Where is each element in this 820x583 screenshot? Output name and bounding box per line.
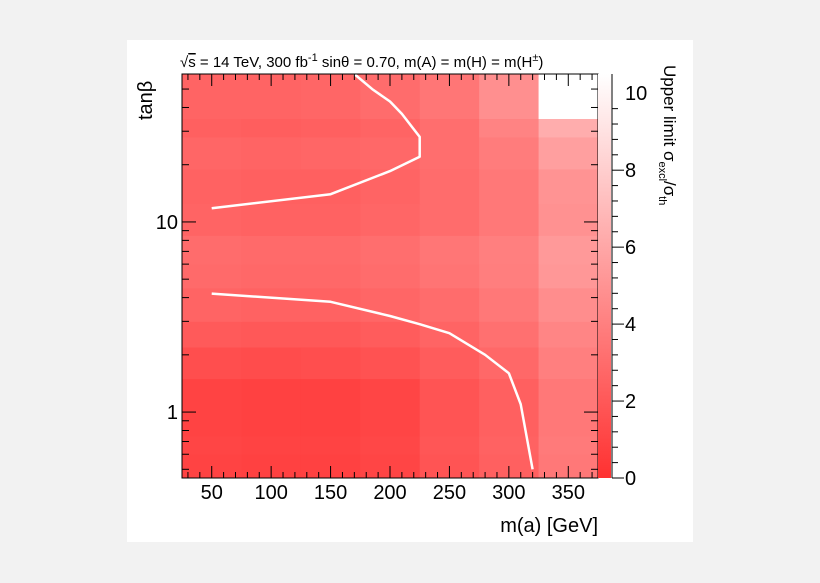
heatmap-cell — [300, 136, 361, 170]
heatmap-cell — [182, 321, 242, 348]
heatmap-cell — [300, 264, 361, 289]
heatmap-cell — [300, 118, 361, 138]
x-tick-label: 250 — [433, 482, 466, 504]
heatmap-cell — [360, 203, 421, 236]
heatmap-cell — [419, 168, 480, 205]
heatmap-cell — [360, 378, 421, 437]
heatmap-cell — [182, 346, 242, 380]
y-tick-label: 1 — [167, 402, 178, 424]
colorbar — [598, 74, 611, 478]
heatmap-cell — [419, 346, 480, 380]
heatmap-cell — [479, 203, 540, 236]
heatmap-cell — [182, 264, 242, 289]
limit-contour-line — [211, 73, 421, 210]
x-tick-label: 100 — [254, 482, 287, 504]
y-axis-ticks: 1 10 — [156, 73, 598, 470]
heatmap-cell — [538, 435, 599, 455]
heatmap-cell — [241, 264, 302, 289]
y-tick-label: 10 — [156, 212, 178, 234]
heatmap-cell — [300, 321, 361, 348]
heatmap-cell — [479, 118, 540, 138]
x-axis-title: m(a) [GeV] — [500, 515, 598, 537]
heatmap-cell — [538, 264, 599, 289]
heatmap-cell — [360, 168, 421, 205]
x-tick-label: 300 — [492, 482, 525, 504]
heatmap-cell — [182, 168, 242, 205]
heatmap-cell — [479, 287, 540, 322]
heatmap-cell — [360, 321, 421, 348]
heatmap-cell — [182, 118, 242, 138]
heatmap-cell — [419, 203, 480, 236]
heatmap-cell — [419, 287, 480, 322]
chart-title: √s = 14 TeV, 300 fb-1 sinθ = 0.70, m(A) … — [180, 52, 543, 71]
heatmap-cell — [182, 378, 242, 437]
heatmap-cell — [419, 235, 480, 265]
heatmap-cell — [538, 235, 599, 265]
limit-contours — [211, 73, 534, 470]
heatmap-cell — [419, 435, 480, 455]
x-tick-label: 50 — [201, 482, 223, 504]
heatmap-cell — [538, 321, 599, 348]
heatmap-chart: 50 100 150 200 250 300 350 1 10 0 2 4 6 8 10 √s = 14… — [135, 52, 679, 537]
heatmap-cell — [479, 136, 540, 170]
x-tick-label: 150 — [314, 482, 347, 504]
x-axis-ticks: 50 100 150 200 250 300 350 — [187, 74, 593, 504]
heatmap-cell — [241, 118, 302, 138]
heatmap-cell — [241, 136, 302, 170]
heatmap-cell — [479, 321, 540, 348]
heatmap-cell — [300, 346, 361, 380]
heatmap-cell — [300, 287, 361, 322]
heatmap-cell — [419, 136, 480, 170]
heatmap-cell — [241, 378, 302, 437]
colorbar-tick-label: 6 — [625, 237, 636, 259]
heatmap-cell — [182, 136, 242, 170]
heatmap-cell — [241, 287, 302, 322]
colorbar-tick-label: 2 — [625, 391, 636, 413]
heatmap-cell — [479, 168, 540, 205]
figure: 50 100 150 200 250 300 350 1 10 0 2 4 6 8 10 √s = 14… — [127, 40, 693, 542]
heatmap-cell — [360, 118, 421, 138]
heatmap-cell — [360, 435, 421, 455]
heatmap-cell — [479, 435, 540, 455]
heatmap-cell — [538, 287, 599, 322]
x-tick-label: 200 — [373, 482, 406, 504]
heatmap-cell — [241, 435, 302, 455]
heatmap-cells — [182, 74, 599, 479]
x-tick-label: 350 — [552, 482, 585, 504]
colorbar-tick-label: 10 — [625, 83, 647, 105]
heatmap-cell — [419, 118, 480, 138]
heatmap-cell — [538, 168, 599, 205]
colorbar-tick-label: 4 — [625, 314, 636, 336]
colorbar-tick-label: 0 — [625, 468, 636, 490]
heatmap-cell — [479, 378, 540, 437]
colorbar-title: Upper limit σexcl/σth — [656, 65, 679, 205]
y-axis-title: tanβ — [135, 81, 157, 120]
heatmap-cell — [300, 435, 361, 455]
heatmap-cell — [538, 378, 599, 437]
colorbar-tick-label: 8 — [625, 160, 636, 182]
heatmap-cell — [479, 264, 540, 289]
limit-contour-line — [211, 292, 534, 470]
heatmap-cell — [479, 235, 540, 265]
heatmap-cell — [538, 136, 599, 170]
heatmap-cell — [241, 203, 302, 236]
heatmap-cell — [360, 136, 421, 170]
heatmap-cell — [538, 118, 599, 138]
heatmap-cell — [419, 378, 480, 437]
colorbar-ticks: 0 2 4 6 8 10 — [611, 74, 647, 490]
heatmap-cell — [182, 435, 242, 455]
heatmap-cell — [300, 378, 361, 437]
heatmap-cell — [182, 235, 242, 265]
heatmap-cell — [300, 203, 361, 236]
heatmap-cell — [419, 264, 480, 289]
heatmap-cell — [538, 346, 599, 380]
heatmap-cell — [241, 235, 302, 265]
heatmap-cell — [241, 321, 302, 348]
heatmap-cell — [538, 203, 599, 236]
heatmap-cell — [300, 235, 361, 265]
heatmap-cell — [241, 346, 302, 380]
heatmap-cell — [360, 264, 421, 289]
heatmap-cell — [360, 235, 421, 265]
heatmap-cell — [360, 346, 421, 380]
